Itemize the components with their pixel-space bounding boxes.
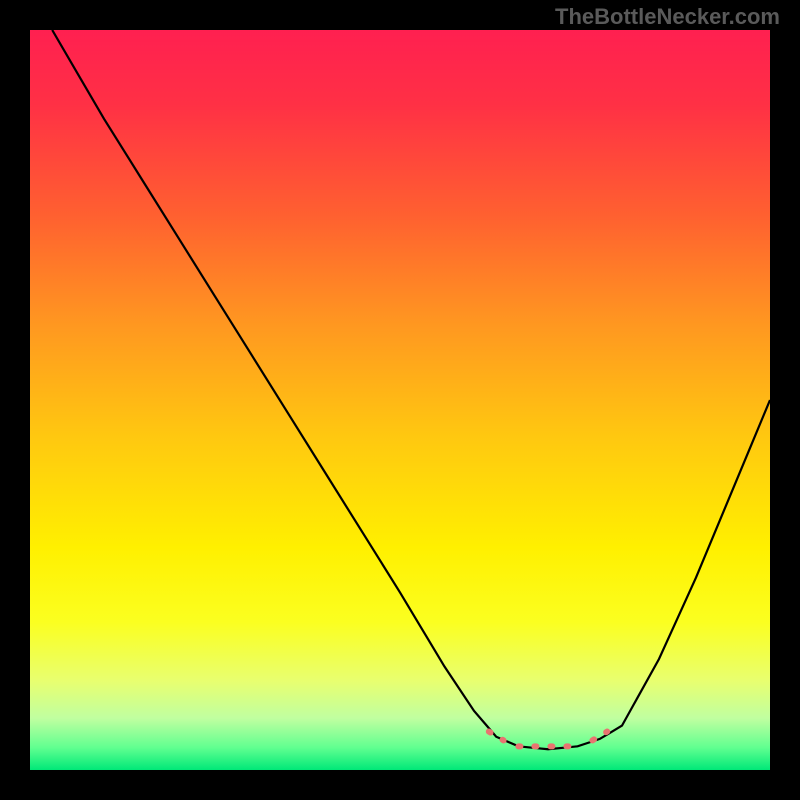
bottleneck-curve bbox=[52, 30, 770, 749]
trough-marker bbox=[489, 732, 607, 747]
plot-area bbox=[30, 30, 770, 770]
watermark-text: TheBottleNecker.com bbox=[555, 4, 780, 30]
curve-overlay bbox=[30, 30, 770, 770]
